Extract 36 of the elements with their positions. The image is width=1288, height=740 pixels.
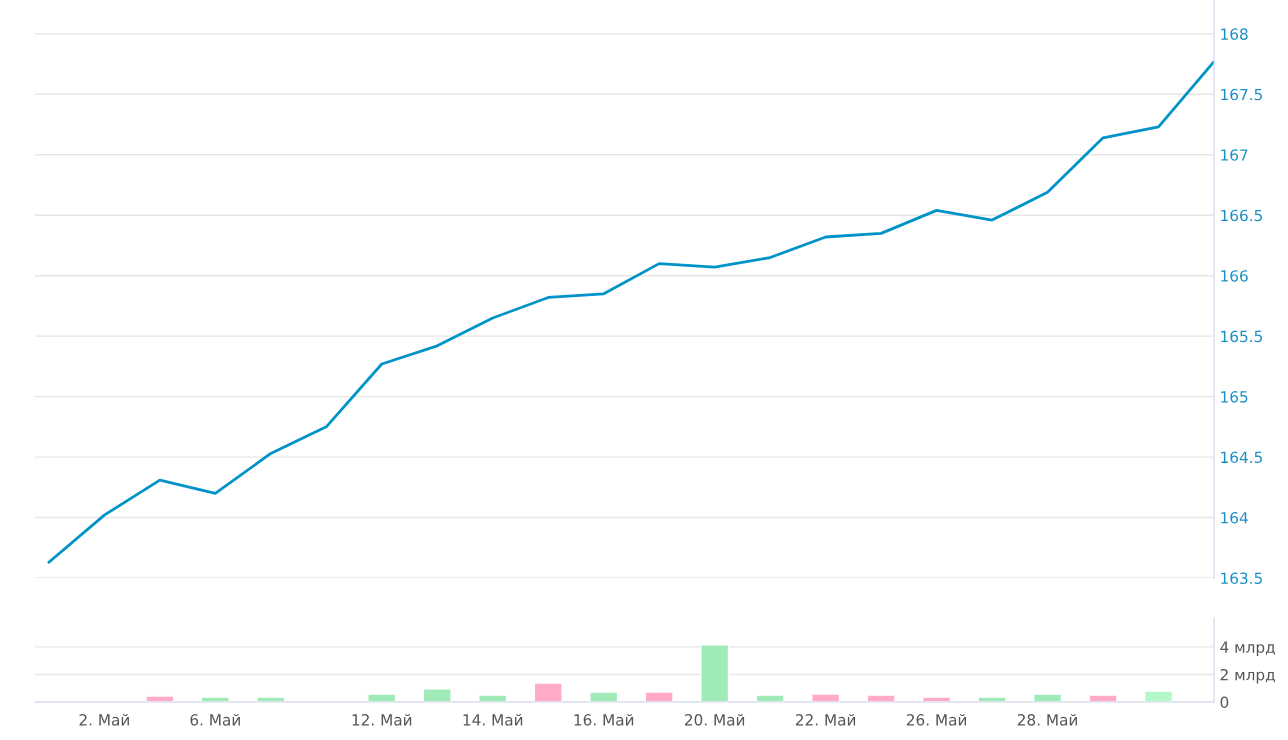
y-tick-label: 163.5 [1221,572,1262,585]
bar [755,694,785,702]
y-tick-label: 167 [1221,149,1248,161]
x-tick-label: 20. Май [684,713,745,726]
y-tick-label: 164.5 [1221,451,1262,464]
y-tick-label: 165 [1221,391,1248,403]
y-tick-label: 164 [1221,512,1248,524]
x-tick-label: 22. Май [795,713,856,726]
bar [1143,690,1174,702]
bar [1088,694,1118,702]
bar [644,691,674,702]
bar [700,644,730,702]
x-tick-label: 14. Май [463,713,523,726]
y-tick-label: 4 млрд [1220,641,1275,656]
bar [866,694,896,702]
x-tick-label: 2. Май [79,713,129,726]
y-tick-label: 166 [1221,270,1248,282]
y-tick-label: 2 млрд [1220,668,1275,684]
x-tick-label: 12. Май [352,713,412,726]
bar [422,688,452,702]
x-tick-label: 28. Май [1017,713,1077,726]
bar [367,693,397,702]
bar [478,694,508,702]
y-tick-label: 166.5 [1221,209,1262,222]
x-tick-label: 6. Май [190,713,240,726]
bar [533,682,563,702]
bar [589,691,619,702]
y-tick-label: 168 [1221,28,1248,40]
y-tick-label: 0 [1220,696,1229,709]
x-tick-label: 26. Май [906,713,967,726]
line-series [47,60,1214,564]
bar [1032,693,1063,702]
bar [811,693,841,702]
x-tick-label: 16. Май [574,713,634,726]
y-tick-label: 167.5 [1221,88,1262,101]
y-tick-label: 165.5 [1221,330,1262,343]
